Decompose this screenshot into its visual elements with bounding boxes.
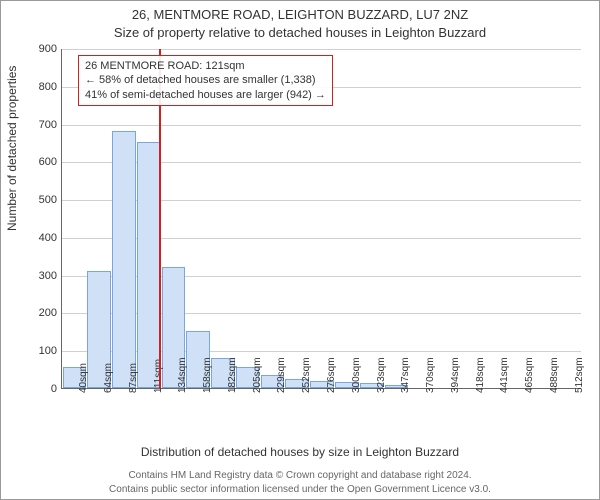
- gridline: [62, 49, 581, 50]
- x-tick-label: 64sqm: [103, 363, 114, 393]
- y-tick-label: 700: [23, 119, 57, 131]
- y-tick-label: 300: [23, 270, 57, 282]
- chart-container: 26, MENTMORE ROAD, LEIGHTON BUZZARD, LU7…: [0, 0, 600, 500]
- x-axis-label: Distribution of detached houses by size …: [1, 445, 599, 459]
- x-tick-label: 182sqm: [227, 357, 238, 393]
- y-tick-label: 200: [23, 307, 57, 319]
- y-tick-label: 900: [23, 43, 57, 55]
- histogram-bar: [137, 142, 161, 388]
- chart-title-line2: Size of property relative to detached ho…: [1, 25, 599, 40]
- x-tick-label: 252sqm: [301, 357, 312, 393]
- x-tick-label: 111sqm: [153, 359, 164, 393]
- histogram-bar: [112, 131, 136, 388]
- y-tick-label: 800: [23, 81, 57, 93]
- x-tick-label: 370sqm: [425, 357, 436, 393]
- x-tick-label: 87sqm: [128, 363, 139, 393]
- y-tick-label: 500: [23, 194, 57, 206]
- x-tick-label: 40sqm: [78, 363, 89, 393]
- y-tick-label: 600: [23, 156, 57, 168]
- footer-line2: Contains public sector information licen…: [1, 484, 599, 495]
- y-tick-label: 0: [23, 383, 57, 395]
- x-tick-label: 134sqm: [177, 357, 188, 393]
- x-tick-label: 205sqm: [252, 357, 263, 393]
- x-tick-label: 488sqm: [549, 357, 560, 393]
- footer-line1: Contains HM Land Registry data © Crown c…: [1, 470, 599, 481]
- plot-area: 010020030040050060070080090040sqm64sqm87…: [61, 49, 581, 389]
- x-tick-label: 394sqm: [450, 357, 461, 393]
- annotation-box: 26 MENTMORE ROAD: 121sqm← 58% of detache…: [78, 55, 333, 106]
- gridline: [62, 125, 581, 126]
- y-tick-label: 400: [23, 232, 57, 244]
- x-tick-label: 347sqm: [400, 357, 411, 393]
- annotation-line2: ← 58% of detached houses are smaller (1,…: [85, 73, 326, 87]
- x-tick-label: 323sqm: [376, 357, 387, 393]
- x-tick-label: 229sqm: [276, 357, 287, 393]
- x-tick-label: 276sqm: [326, 357, 337, 393]
- annotation-line3: 41% of semi-detached houses are larger (…: [85, 88, 326, 102]
- x-tick-label: 512sqm: [574, 357, 585, 393]
- chart-title-line1: 26, MENTMORE ROAD, LEIGHTON BUZZARD, LU7…: [1, 7, 599, 22]
- annotation-line1: 26 MENTMORE ROAD: 121sqm: [85, 59, 326, 73]
- plot-inner: 010020030040050060070080090040sqm64sqm87…: [61, 49, 581, 389]
- y-axis-label: Number of detached properties: [5, 66, 19, 231]
- y-tick-label: 100: [23, 345, 57, 357]
- x-tick-label: 300sqm: [351, 357, 362, 393]
- x-tick-label: 465sqm: [524, 357, 535, 393]
- x-tick-label: 418sqm: [475, 357, 486, 393]
- x-tick-label: 158sqm: [202, 357, 213, 393]
- x-tick-label: 441sqm: [499, 357, 510, 393]
